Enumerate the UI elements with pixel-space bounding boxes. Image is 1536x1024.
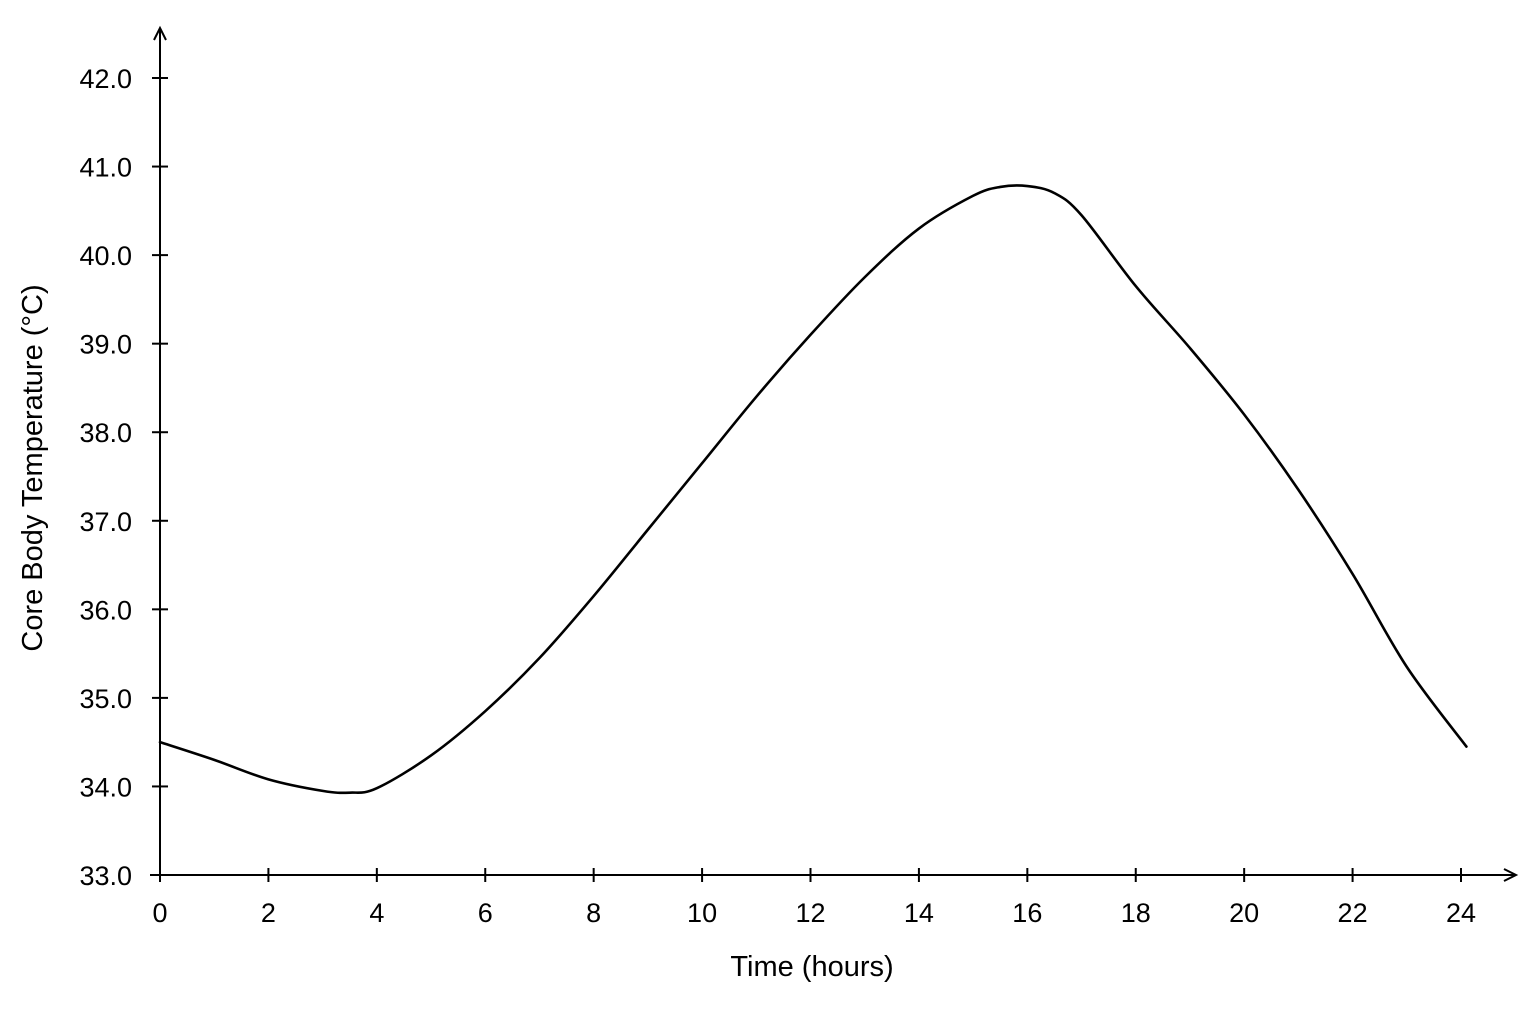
x-tick-label: 10: [687, 898, 717, 928]
y-tick-label: 37.0: [79, 507, 132, 537]
y-tick-label: 40.0: [79, 241, 132, 271]
series-line: [158, 184, 1468, 795]
x-axis-arrow: [1503, 868, 1519, 882]
x-axis-title: Time (hours): [730, 951, 893, 983]
x-tick-label: 2: [261, 898, 276, 928]
y-tick-label: 35.0: [79, 684, 132, 714]
x-tick-label: 8: [586, 898, 601, 928]
y-tick-label: 42.0: [79, 64, 132, 94]
x-tick-label: 20: [1229, 898, 1259, 928]
x-tick-label: 24: [1446, 898, 1476, 928]
y-axis: 33.0 34.0 35.0 36.0 37.0 38.0 39.0 40.0 41.0 42.0: [79, 25, 168, 891]
y-tick-label: 36.0: [79, 595, 132, 625]
x-tick-label: 12: [795, 898, 825, 928]
y-axis-arrow: [153, 25, 167, 41]
y-axis-title: Core Body Temperature (°C): [17, 284, 49, 651]
y-tick-label: 34.0: [79, 772, 132, 802]
y-tick-label: 38.0: [79, 418, 132, 448]
y-tick-label: 33.0: [79, 861, 132, 891]
x-axis: 0 2 4 6 8 10 12 14 16 18 20 22 24: [150, 868, 1519, 928]
y-tick-label: 39.0: [79, 330, 132, 360]
x-tick-label: 4: [369, 898, 384, 928]
x-tick-label: 6: [478, 898, 493, 928]
series-layer: [158, 184, 1468, 795]
x-tick-label: 16: [1012, 898, 1042, 928]
x-tick-label: 0: [152, 898, 167, 928]
y-tick-label: 41.0: [79, 153, 132, 183]
x-tick-label: 22: [1338, 898, 1368, 928]
x-tick-label: 18: [1121, 898, 1151, 928]
x-tick-label: 14: [904, 898, 934, 928]
